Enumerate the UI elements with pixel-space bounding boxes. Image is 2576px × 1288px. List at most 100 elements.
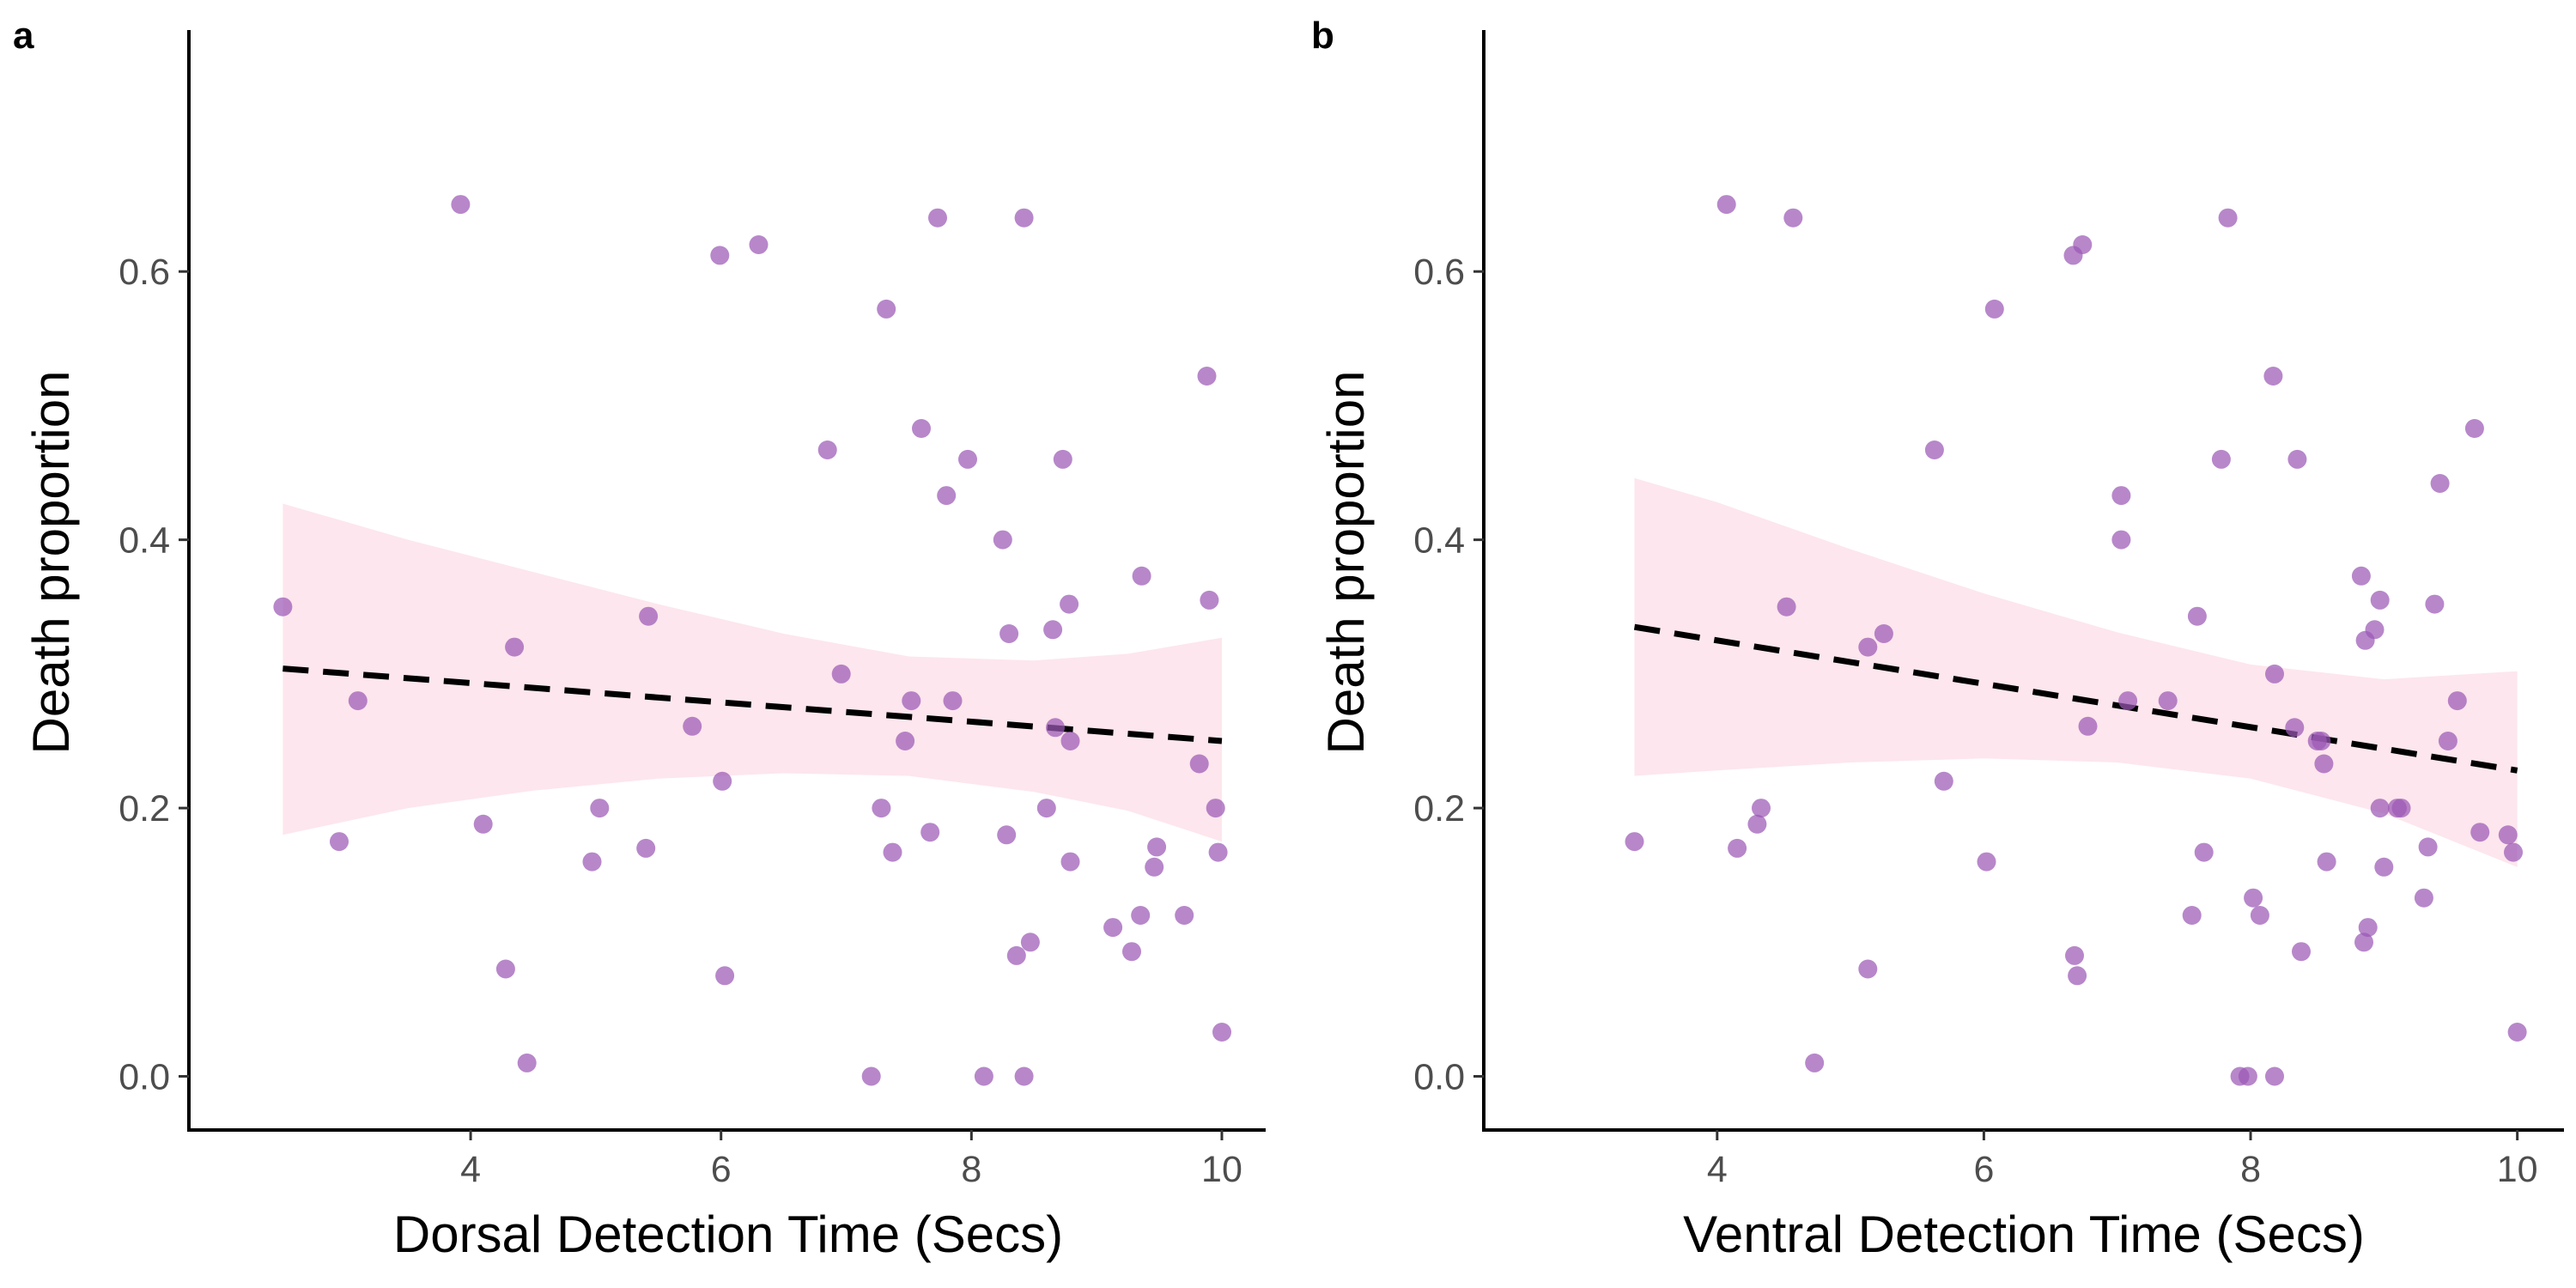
data-point (958, 449, 977, 469)
data-point (2292, 942, 2311, 962)
data-point (2250, 906, 2269, 925)
data-point (495, 959, 515, 979)
data-point (2218, 208, 2238, 228)
data-point (1874, 624, 1893, 643)
data-point (2498, 825, 2518, 845)
data-point (1132, 566, 1151, 586)
y-tick-label: 0.2 (118, 788, 170, 829)
data-point (1147, 837, 1167, 857)
x-tick-label: 6 (1973, 1149, 1994, 1190)
x-tick-label: 4 (1707, 1149, 1728, 1190)
data-point (1043, 620, 1063, 640)
data-point (1858, 959, 1878, 979)
data-point (1131, 906, 1151, 925)
data-point (1783, 208, 1803, 228)
data-point (1053, 449, 1072, 469)
data-point (1212, 1023, 1231, 1042)
data-point (1060, 852, 1080, 872)
data-point (715, 966, 735, 986)
data-point (2470, 823, 2490, 842)
data-point (2194, 842, 2214, 862)
data-point (1175, 906, 1194, 925)
panel-label-b: b (1311, 15, 1334, 57)
data-point (2418, 837, 2438, 857)
data-point (1006, 945, 1026, 965)
data-point (861, 1066, 881, 1086)
confidence-band-layer (1634, 477, 2518, 867)
data-point (896, 732, 915, 750)
data-point (2073, 235, 2093, 254)
data-point (2365, 620, 2385, 640)
data-point (943, 691, 963, 711)
data-point (2111, 530, 2131, 550)
data-point (2430, 474, 2450, 493)
y-axis-title: Death proportion (1317, 371, 1375, 755)
data-point (2238, 1066, 2257, 1086)
data-point (817, 440, 837, 459)
data-point (997, 825, 1017, 845)
points-layer (1625, 195, 2527, 1086)
confidence-band (1634, 477, 2518, 867)
data-point (1060, 594, 1079, 614)
data-point (1208, 842, 1228, 862)
data-point (993, 530, 1012, 550)
data-point (1046, 718, 1065, 738)
data-point (1103, 918, 1123, 938)
data-point (999, 624, 1019, 643)
data-point (1189, 754, 1209, 774)
data-point (937, 486, 957, 506)
data-point (1716, 195, 1736, 215)
data-point (2263, 367, 2283, 386)
trend-line (1633, 623, 2518, 774)
data-point (749, 235, 769, 254)
y-tick-label: 0.0 (118, 1057, 170, 1098)
data-point (590, 799, 610, 818)
panel-a: a 0.0 0.2 0.4 0.6 4 6 8 10 Dorsal Detection Tim… (13, 15, 1266, 1263)
data-point (883, 842, 902, 862)
data-point (1752, 799, 1771, 818)
data-point (2078, 716, 2098, 736)
data-point (1984, 299, 2004, 319)
data-point (2358, 918, 2378, 938)
data-point (2425, 594, 2445, 614)
data-point (2265, 664, 2284, 683)
data-point (710, 246, 730, 265)
axes-layer: 0.0 0.2 0.4 0.6 4 6 8 10 (1413, 30, 2564, 1190)
data-point (2265, 1066, 2284, 1086)
data-point (2287, 449, 2307, 469)
data-point (1747, 814, 1767, 834)
y-tick-label: 0.4 (1413, 520, 1465, 562)
data-point (831, 664, 851, 683)
data-point (1728, 838, 1747, 858)
x-axis-title: Ventral Detection Time (Secs) (1683, 1206, 2365, 1263)
data-point (2187, 606, 2207, 626)
x-axis-title: Dorsal Detection Time (Secs) (393, 1206, 1063, 1263)
data-point (1014, 208, 1034, 228)
confidence-band-layer (283, 503, 1222, 842)
data-point (2314, 754, 2334, 774)
data-point (2118, 691, 2138, 711)
data-point (1924, 440, 1944, 459)
data-point (1014, 1066, 1034, 1086)
data-point (1197, 367, 1217, 386)
y-axis-title: Death proportion (22, 371, 80, 755)
data-point (1934, 771, 1953, 791)
data-point (1060, 732, 1080, 750)
data-point (2447, 691, 2467, 711)
data-point (582, 852, 602, 872)
data-point (2244, 888, 2263, 908)
y-tick-label: 0.4 (118, 520, 170, 562)
data-point (1977, 852, 1996, 872)
axes-layer: 0.0 0.2 0.4 0.6 4 6 8 10 (118, 30, 1266, 1190)
trend-line (283, 665, 1223, 744)
data-point (928, 208, 947, 228)
data-point (2507, 1023, 2527, 1042)
x-tick-label: 8 (961, 1149, 981, 1190)
data-point (1020, 933, 1040, 952)
data-point (505, 637, 525, 657)
data-point (639, 606, 659, 626)
data-point (2317, 852, 2336, 872)
data-point (2464, 419, 2484, 438)
data-point (872, 799, 891, 818)
